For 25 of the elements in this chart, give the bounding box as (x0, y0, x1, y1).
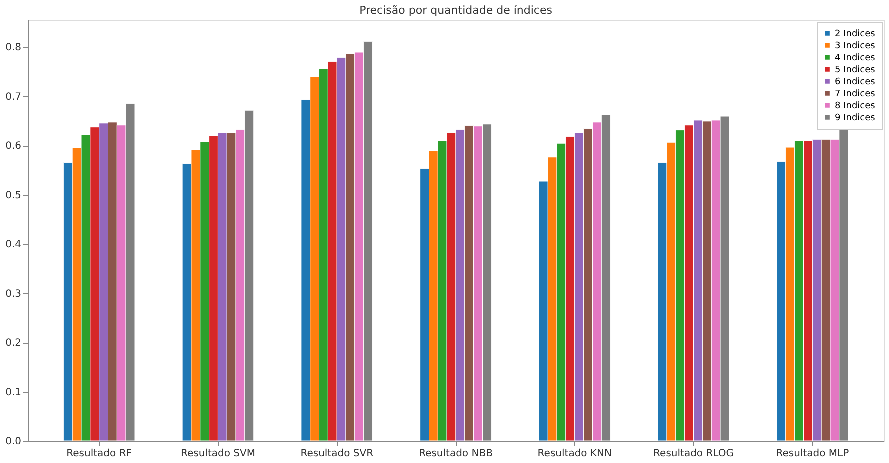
legend-label: 5 Indices (835, 66, 876, 76)
y-tick-label: 0.8 (6, 42, 22, 54)
legend-label: 7 Indices (835, 90, 876, 100)
y-tick-label: 0.5 (6, 190, 22, 202)
x-tick-label: Resultado SVR (300, 448, 374, 460)
x-tick-label: Resultado RF (66, 448, 132, 460)
x-tick-label: Resultado NBB (419, 448, 494, 460)
x-tick-label: Resultado KNN (538, 448, 612, 460)
y-tick-label: 0.4 (6, 240, 22, 251)
y-tick-label: 0.1 (6, 387, 22, 398)
legend-label: 8 Indices (835, 102, 876, 112)
y-tick-label: 0.0 (6, 436, 22, 448)
y-tick-label: 0.7 (6, 92, 22, 103)
y-tick-label: 0.6 (6, 141, 22, 152)
y-tick-label: 0.3 (6, 288, 22, 300)
legend-label: 3 Indices (835, 42, 876, 52)
legend-label: 2 Indices (835, 30, 876, 40)
legend-label: 9 Indices (835, 114, 876, 124)
legend-label: 4 Indices (835, 54, 876, 64)
y-tick-label: 0.2 (6, 338, 22, 350)
chart-title: Precisão por quantidade de índices (360, 4, 553, 17)
x-tick-label: Resultado RLOG (654, 448, 734, 460)
legend-label: 6 Indices (835, 78, 876, 88)
x-tick-label: Resultado MLP (776, 448, 850, 460)
x-tick-label: Resultado SVM (180, 448, 256, 460)
